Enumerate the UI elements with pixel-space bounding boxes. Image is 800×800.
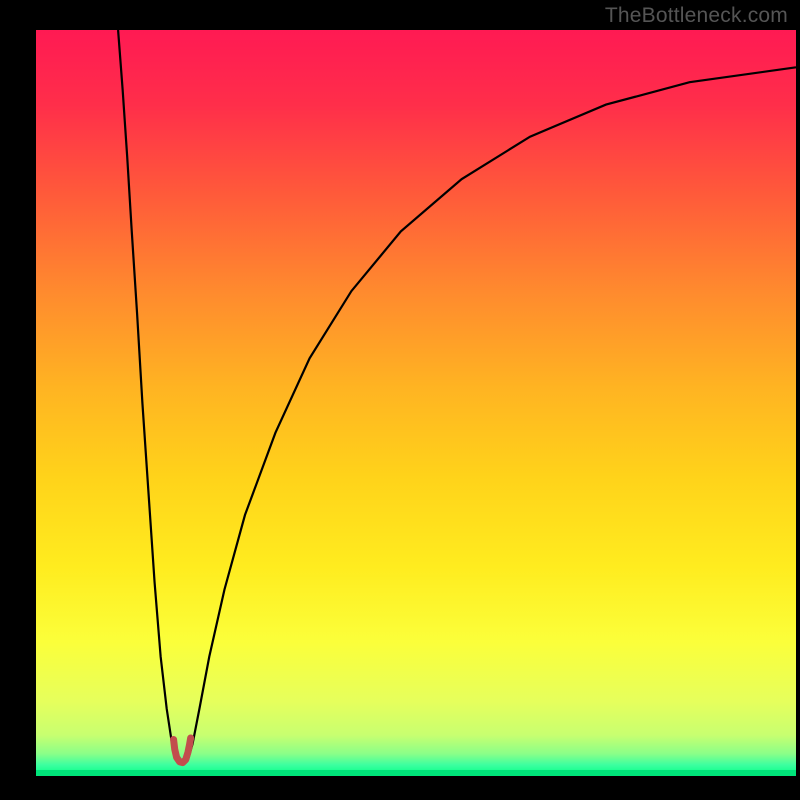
bottleneck-chart [0,0,800,800]
chart-green-band [36,770,796,776]
chart-gradient-bg [36,30,796,776]
watermark-text: TheBottleneck.com [605,4,788,28]
